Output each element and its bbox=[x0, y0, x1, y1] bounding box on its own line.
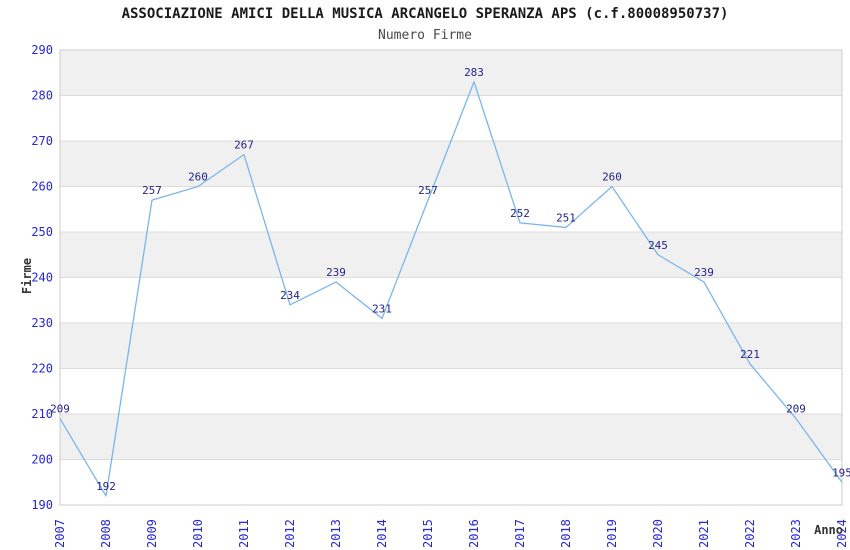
x-tick-label: 2018 bbox=[559, 519, 573, 548]
x-tick-label: 2011 bbox=[237, 519, 251, 548]
x-tick-label: 2024 bbox=[835, 519, 849, 548]
x-tick-label: 2016 bbox=[467, 519, 481, 548]
chart-title: ASSOCIAZIONE AMICI DELLA MUSICA ARCANGEL… bbox=[121, 6, 729, 22]
plot-band bbox=[60, 50, 842, 96]
point-label: 257 bbox=[418, 184, 438, 197]
x-tick-label: 2007 bbox=[53, 519, 67, 548]
y-tick-label: 260 bbox=[31, 180, 53, 194]
point-label: 283 bbox=[464, 66, 484, 79]
x-tick-label: 2021 bbox=[697, 519, 711, 548]
point-label: 195 bbox=[832, 466, 850, 479]
x-tick-label: 2023 bbox=[789, 519, 803, 548]
point-label: 245 bbox=[648, 239, 668, 252]
y-tick-label: 200 bbox=[31, 453, 53, 467]
point-label: 257 bbox=[142, 184, 162, 197]
plot-band bbox=[60, 232, 842, 278]
x-tick-label: 2022 bbox=[743, 519, 757, 548]
x-tick-label: 2012 bbox=[283, 519, 297, 548]
x-tick-label: 2014 bbox=[375, 519, 389, 548]
point-label: 252 bbox=[510, 207, 530, 220]
x-tick-label: 2020 bbox=[651, 519, 665, 548]
x-tick-label: 2017 bbox=[513, 519, 527, 548]
x-tick-label: 2013 bbox=[329, 519, 343, 548]
point-label: 260 bbox=[602, 171, 622, 184]
y-axis-title: Firme bbox=[20, 257, 34, 295]
plot-band bbox=[60, 323, 842, 369]
point-label: 239 bbox=[326, 266, 346, 279]
y-tick-label: 250 bbox=[31, 225, 53, 239]
point-label: 260 bbox=[188, 171, 208, 184]
y-tick-label: 280 bbox=[31, 89, 53, 103]
x-tick-label: 2008 bbox=[99, 519, 113, 548]
y-tick-label: 290 bbox=[31, 43, 53, 57]
x-tick-label: 2015 bbox=[421, 519, 435, 548]
data-line bbox=[59, 81, 843, 497]
y-tick-label: 270 bbox=[31, 134, 53, 148]
x-tick-label: 2010 bbox=[191, 519, 205, 548]
point-label: 239 bbox=[694, 266, 714, 279]
point-label: 221 bbox=[740, 348, 760, 361]
y-tick-label: 190 bbox=[31, 498, 53, 512]
x-tick-label: 2019 bbox=[605, 519, 619, 548]
y-tick-label: 240 bbox=[31, 271, 53, 285]
point-label: 267 bbox=[234, 139, 254, 152]
point-label: 234 bbox=[280, 289, 300, 302]
x-axis-title: Anno bbox=[814, 523, 843, 537]
chart-subtitle: Numero Firme bbox=[378, 28, 472, 43]
y-tick-label: 210 bbox=[31, 407, 53, 421]
plot-band bbox=[60, 414, 842, 460]
plot-band bbox=[60, 141, 842, 187]
y-tick-label: 230 bbox=[31, 316, 53, 330]
point-label: 231 bbox=[372, 302, 392, 315]
y-tick-label: 220 bbox=[31, 362, 53, 376]
point-label: 209 bbox=[786, 403, 806, 416]
point-label: 251 bbox=[556, 211, 576, 224]
x-tick-label: 2009 bbox=[145, 519, 159, 548]
plot-border bbox=[59, 49, 843, 506]
point-label: 192 bbox=[96, 480, 116, 493]
point-label: 209 bbox=[50, 403, 70, 416]
